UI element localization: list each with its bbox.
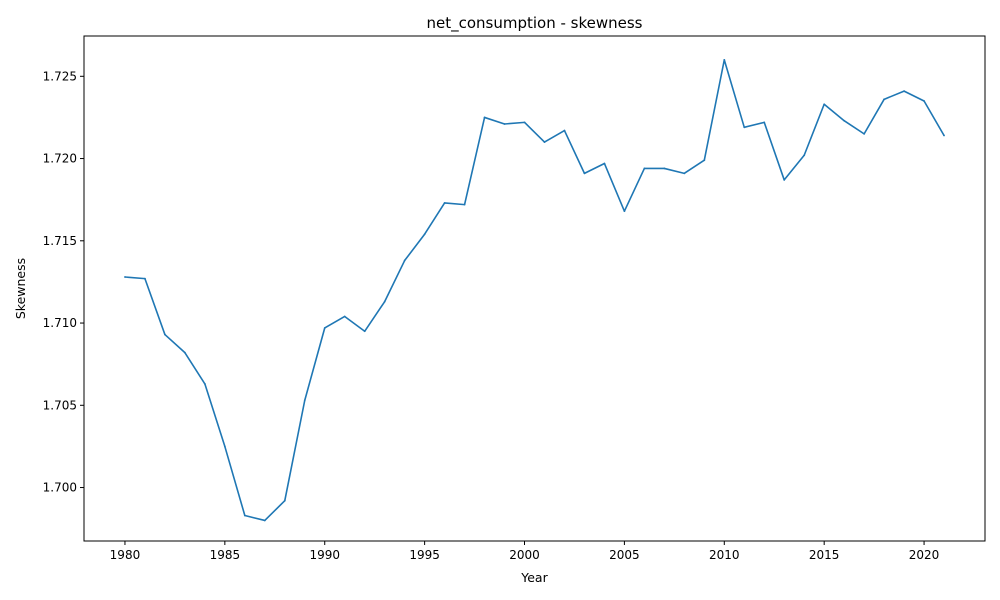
data-point xyxy=(363,330,366,333)
data-point xyxy=(883,98,886,101)
x-tick-label: 1995 xyxy=(409,548,440,562)
series-line xyxy=(124,59,945,522)
y-axis-label: Skewness xyxy=(13,258,28,319)
data-point xyxy=(803,154,806,157)
x-tick-label: 1985 xyxy=(210,548,241,562)
x-tick-label: 2010 xyxy=(709,548,740,562)
data-point xyxy=(403,259,406,262)
x-tick-label: 2000 xyxy=(509,548,540,562)
data-point xyxy=(164,333,166,336)
data-point xyxy=(323,327,326,329)
data-point xyxy=(923,100,925,102)
data-point xyxy=(343,315,346,318)
data-point xyxy=(583,172,586,175)
data-point xyxy=(663,167,666,170)
data-point xyxy=(543,141,546,143)
data-point xyxy=(783,179,786,181)
plot-area xyxy=(124,58,945,522)
data-point xyxy=(423,233,426,236)
data-point xyxy=(203,383,206,385)
x-tick-label: 2005 xyxy=(609,548,640,562)
data-point xyxy=(843,119,846,122)
y-tick-label: 1.715 xyxy=(43,234,77,248)
data-point xyxy=(823,103,826,106)
x-tick-label: 2015 xyxy=(809,548,840,562)
data-point xyxy=(483,116,486,119)
data-point xyxy=(263,519,266,522)
data-point xyxy=(563,129,566,132)
data-point xyxy=(623,210,626,213)
data-point xyxy=(603,162,606,165)
data-point xyxy=(124,276,126,278)
data-point xyxy=(903,90,905,93)
data-point xyxy=(703,159,706,162)
chart-title: net_consumption - skewness xyxy=(426,14,642,33)
data-point xyxy=(223,445,226,448)
axes-frame xyxy=(83,35,986,542)
data-point xyxy=(503,123,506,125)
x-tick-label: 1980 xyxy=(110,548,141,562)
y-tick-label: 1.720 xyxy=(43,152,77,166)
x-axis-label: Year xyxy=(520,570,548,585)
data-point xyxy=(443,202,446,204)
data-point xyxy=(283,499,286,502)
data-point xyxy=(683,172,686,175)
data-point xyxy=(183,351,186,354)
data-point xyxy=(303,399,306,402)
data-point xyxy=(763,121,766,124)
y-tick-label: 1.700 xyxy=(43,481,77,495)
data-point xyxy=(383,300,386,303)
y-tick-label: 1.725 xyxy=(43,69,77,83)
data-point xyxy=(144,277,146,280)
x-tick-label: 1990 xyxy=(309,548,340,562)
data-point xyxy=(743,126,746,129)
y-tick-label: 1.710 xyxy=(43,316,77,330)
y-tick-label: 1.705 xyxy=(43,398,77,412)
data-point xyxy=(643,167,646,170)
data-point xyxy=(243,514,246,517)
data-point xyxy=(463,203,466,206)
x-tick-label: 2020 xyxy=(909,548,940,562)
data-point xyxy=(523,121,526,124)
data-point xyxy=(863,132,866,135)
data-point xyxy=(723,58,726,61)
data-point xyxy=(943,134,945,137)
